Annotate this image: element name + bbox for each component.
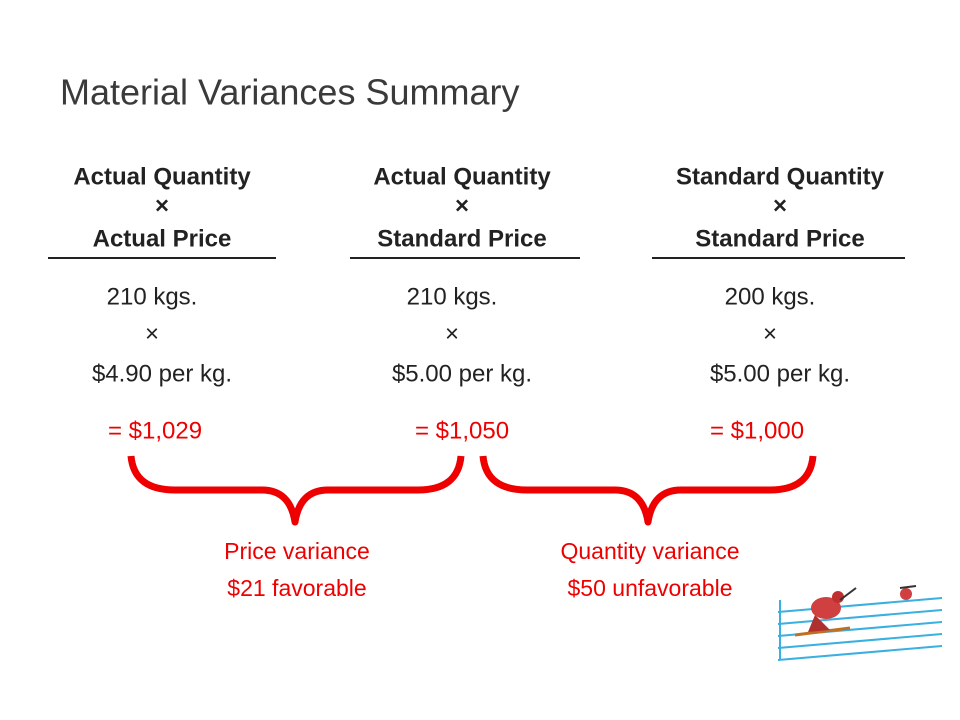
slide-title: Material Variances Summary [60,72,519,113]
column-header: × [455,192,469,219]
result: = $1,050 [415,417,509,444]
column-header: Standard Quantity [676,163,885,190]
result: = $1,029 [108,417,202,444]
brace [127,455,465,526]
result: = $1,000 [710,417,804,444]
variance-label: Quantity variance [561,538,740,564]
column-header: × [155,192,169,219]
column-header: Actual Quantity [73,163,251,190]
skier-clipart [777,585,943,661]
column-header: Actual Price [93,225,232,252]
price: $5.00 per kg. [710,360,850,387]
column-header: × [773,192,787,219]
quantity: 200 kgs. [725,283,816,310]
column-header: Standard Price [377,225,546,252]
quantity: 210 kgs. [407,283,498,310]
times-sign: × [763,320,777,347]
variance-amount: $50 unfavorable [568,575,733,601]
brace [479,455,817,526]
variance-amount: $21 favorable [227,575,366,601]
times-sign: × [145,320,159,347]
quantity: 210 kgs. [107,283,198,310]
column-header: Actual Quantity [373,163,551,190]
times-sign: × [445,320,459,347]
price: $4.90 per kg. [92,360,232,387]
price: $5.00 per kg. [392,360,532,387]
variance-label: Price variance [224,538,370,564]
column-header: Standard Price [695,225,864,252]
